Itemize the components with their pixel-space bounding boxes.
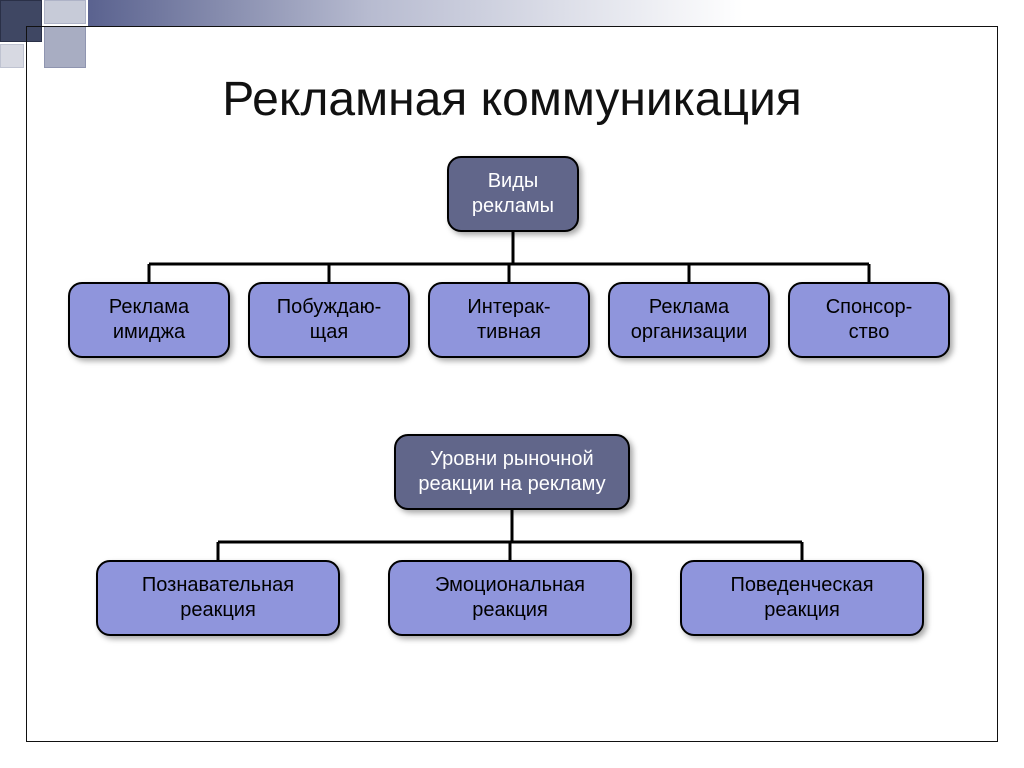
- tree-child: Поведенческаяреакция: [680, 560, 924, 636]
- tree-child: Эмоциональнаяреакция: [388, 560, 632, 636]
- tree-child: Познавательнаяреакция: [96, 560, 340, 636]
- tree-connectors: [0, 0, 1024, 768]
- tree-root: Уровни рыночнойреакции на рекламу: [394, 434, 630, 510]
